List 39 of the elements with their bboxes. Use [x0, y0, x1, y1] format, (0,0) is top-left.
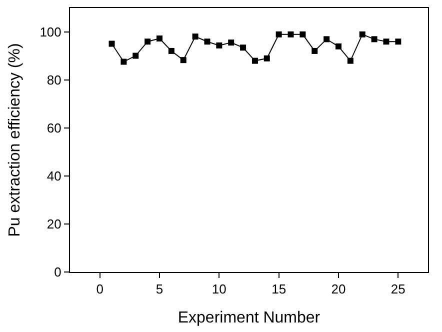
y-tick-label: 40: [46, 168, 62, 184]
point: [240, 44, 246, 51]
x-tick-label: 5: [156, 282, 164, 297]
point: [264, 55, 270, 62]
y-axis-title: Pu extraction efficiency (%): [6, 43, 24, 237]
x-tick-label: 0: [96, 282, 104, 297]
point: [144, 38, 151, 45]
x-axis-title: Experiment Number: [178, 309, 321, 326]
point: [120, 58, 127, 65]
point: [371, 36, 378, 42]
x-tick-label: 10: [212, 282, 226, 297]
point: [228, 40, 234, 46]
point: [288, 31, 294, 38]
point: [192, 34, 198, 40]
point: [383, 38, 390, 45]
point: [276, 31, 282, 38]
point: [180, 57, 186, 64]
point: [156, 35, 162, 42]
x-tick-label: 15: [272, 282, 286, 297]
point: [108, 40, 115, 47]
point: [312, 48, 318, 54]
x-tick-label: 20: [331, 282, 346, 297]
point: [300, 31, 306, 38]
y-tick-label: 0: [54, 264, 62, 280]
x-tick-label: 25: [390, 282, 406, 297]
point: [336, 43, 342, 50]
y-tick-label: 100: [40, 24, 62, 40]
point: [324, 36, 330, 42]
y-tick-label: 20: [46, 216, 62, 232]
point: [395, 38, 402, 45]
point: [204, 38, 210, 45]
y-tick-label: 80: [46, 72, 62, 88]
point: [359, 31, 366, 38]
point: [132, 52, 139, 59]
point: [252, 58, 258, 64]
y-tick-label: 60: [46, 120, 62, 136]
point: [347, 58, 354, 64]
point: [168, 48, 174, 54]
point: [216, 42, 222, 48]
